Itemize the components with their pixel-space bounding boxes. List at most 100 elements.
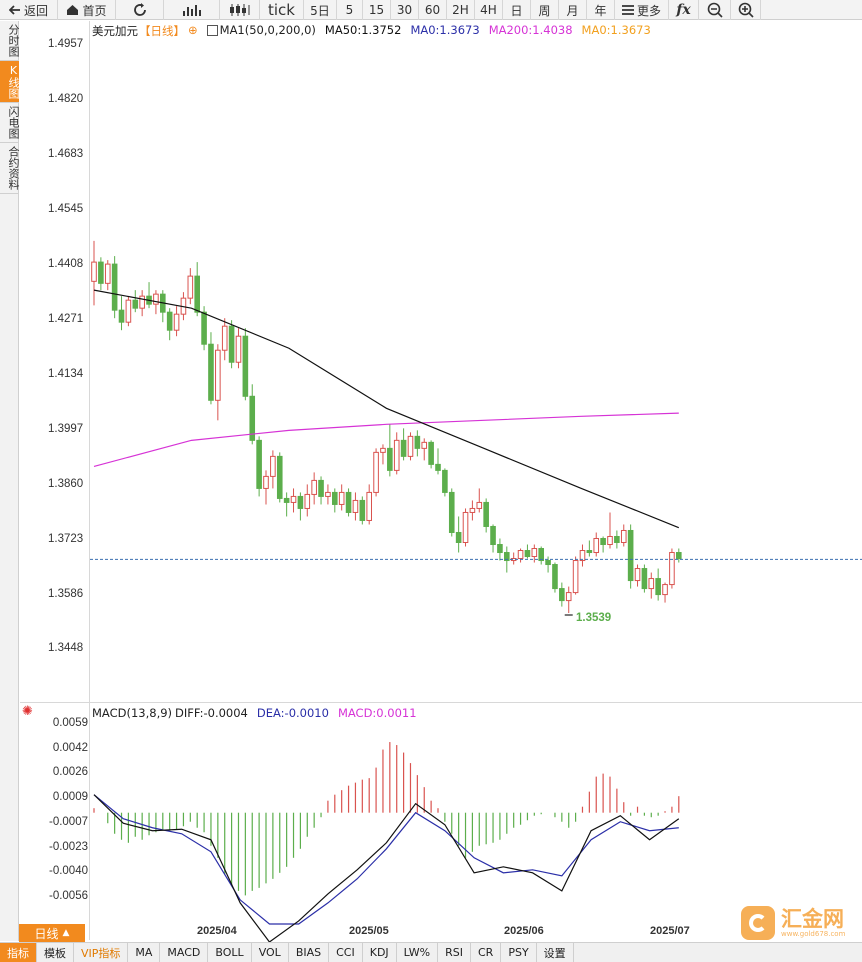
candle-body [166,311,173,331]
toolbar-item-年[interactable]: 年 [587,0,615,20]
macd-tick-label: 0.0026 [52,766,88,779]
candle-body [483,501,489,527]
candle-body [586,550,593,554]
back-arrow-icon [8,4,21,16]
toolbar-item-label: 周 [538,3,551,18]
indicator-tab[interactable]: LW% [397,943,439,962]
price-tick-label: 1.4134 [48,367,84,380]
sidebar-item-0[interactable]: 分时图 [0,21,20,61]
candle-body [572,560,579,594]
indicator-tab[interactable]: VIP指标 [74,943,129,962]
candle-body [393,439,400,471]
function-fx-icon: fx [676,2,691,18]
toolbar-item-zoom-out[interactable] [699,0,731,20]
candle-body [270,455,276,477]
period-label[interactable]: 【日线】 [139,24,185,38]
toolbar-item-15[interactable]: 15 [363,0,391,20]
candle-body [139,295,145,309]
indicator-tab[interactable]: CR [471,943,502,962]
refresh-icon [132,2,148,18]
toolbar-item-日[interactable]: 日 [503,0,531,20]
candle-body [565,592,572,602]
price-tick-label: 1.4683 [48,147,84,160]
kline-chart[interactable] [0,0,862,942]
candle-body [318,479,324,497]
candle-body [304,493,311,509]
indicator-tab[interactable]: BIAS [289,943,330,962]
price-tick-label: 1.3997 [48,422,84,435]
macd-settings-icon[interactable]: ✺ [22,704,33,719]
toolbar-item-5日[interactable]: 5日 [304,0,337,20]
candle-body [276,455,283,499]
toolbar-item-30[interactable]: 30 [391,0,419,20]
toolbar-item-tick[interactable]: tick [260,0,304,20]
settings-gear-icon[interactable]: ⊕ [188,23,198,37]
macd-tick-label: -0.0040 [48,865,88,878]
indicator-tab[interactable]: RSI [438,943,471,962]
candle-body [297,495,304,509]
candlestick-icon [229,3,251,17]
ma200-value: MA200:1.4038 [488,23,573,37]
sidebar-item-3[interactable]: 合约资料 [0,143,20,194]
indicator-tab[interactable]: MA [128,943,161,962]
candle-body [228,325,235,363]
candle-body [400,439,407,457]
view-sidebar: 分时图 K线图 闪电图 合约资料 [0,21,20,941]
time-tick-label: 2025/04 [197,925,237,937]
candle-body [380,447,386,453]
indicator-tab[interactable]: KDJ [363,943,397,962]
indicator-tab[interactable]: MACD [160,943,209,962]
toolbar-item-candlestick[interactable] [220,0,260,20]
candle-body [345,491,352,513]
macd-name: MACD(13,8,9) [92,706,173,720]
candle-body [242,335,249,397]
indicator-tab[interactable]: BOLL [208,943,252,962]
candle-body [634,568,641,582]
ma-indicator-icon[interactable] [206,25,218,36]
candle-body [469,507,476,513]
zoom-out-icon [707,2,723,18]
toolbar-item-zoom-in[interactable] [731,0,761,20]
toolbar-item-返回[interactable]: 返回 [0,0,58,20]
toolbar-item-function-fx[interactable]: fx [669,0,699,20]
toolbar-item-label: 年 [594,3,607,18]
period-tab[interactable]: 日线 ▲ [19,924,85,942]
candle-body [359,499,366,521]
toolbar-item-2H[interactable]: 2H [447,0,475,20]
period-tab-label: 日线 [34,926,59,941]
toolbar-item-refresh[interactable] [116,0,164,20]
toolbar-item-4H[interactable]: 4H [475,0,503,20]
sidebar-item-1[interactable]: K线图 [0,61,20,103]
macd-diff-value: DIFF:-0.0004 [175,706,248,720]
ma-params: MA1(50,0,200,0) [219,23,316,37]
candle-body [173,313,180,331]
indicator-tab[interactable]: VOL [252,943,289,962]
toolbar-item-5[interactable]: 5 [337,0,363,20]
candle-body [421,441,428,449]
indicator-tab[interactable]: 设置 [537,943,574,962]
toolbar-item-bar-chart[interactable] [164,0,220,20]
candle-body [104,263,111,284]
toolbar-item-label: 5日 [310,3,330,18]
time-tick-label: 2025/07 [650,925,690,937]
toolbar-item-更多[interactable]: 更多 [615,0,669,20]
candle-body [517,550,524,560]
toolbar-item-周[interactable]: 周 [531,0,559,20]
indicator-tab[interactable]: 模板 [37,943,74,962]
toolbar-item-label: 首页 [82,3,107,18]
indicator-tab[interactable]: PSY [501,943,537,962]
sidebar-item-2[interactable]: 闪电图 [0,103,20,143]
candle-body [559,588,565,602]
indicator-tab[interactable]: CCI [329,943,363,962]
toolbar-item-月[interactable]: 月 [559,0,587,20]
candle-body [620,529,627,543]
price-tick-label: 1.4820 [48,92,84,105]
macd-tick-label: 0.0009 [52,791,88,804]
toolbar-item-首页[interactable]: 首页 [58,0,116,20]
toolbar-item-60[interactable]: 60 [419,0,447,20]
ma50-value: MA50:1.3752 [324,23,402,37]
candle-body [414,435,421,449]
time-tick-label: 2025/05 [349,925,389,937]
indicator-tab[interactable]: 指标 [0,943,37,962]
brand-url: www.gold678.com [781,930,846,938]
